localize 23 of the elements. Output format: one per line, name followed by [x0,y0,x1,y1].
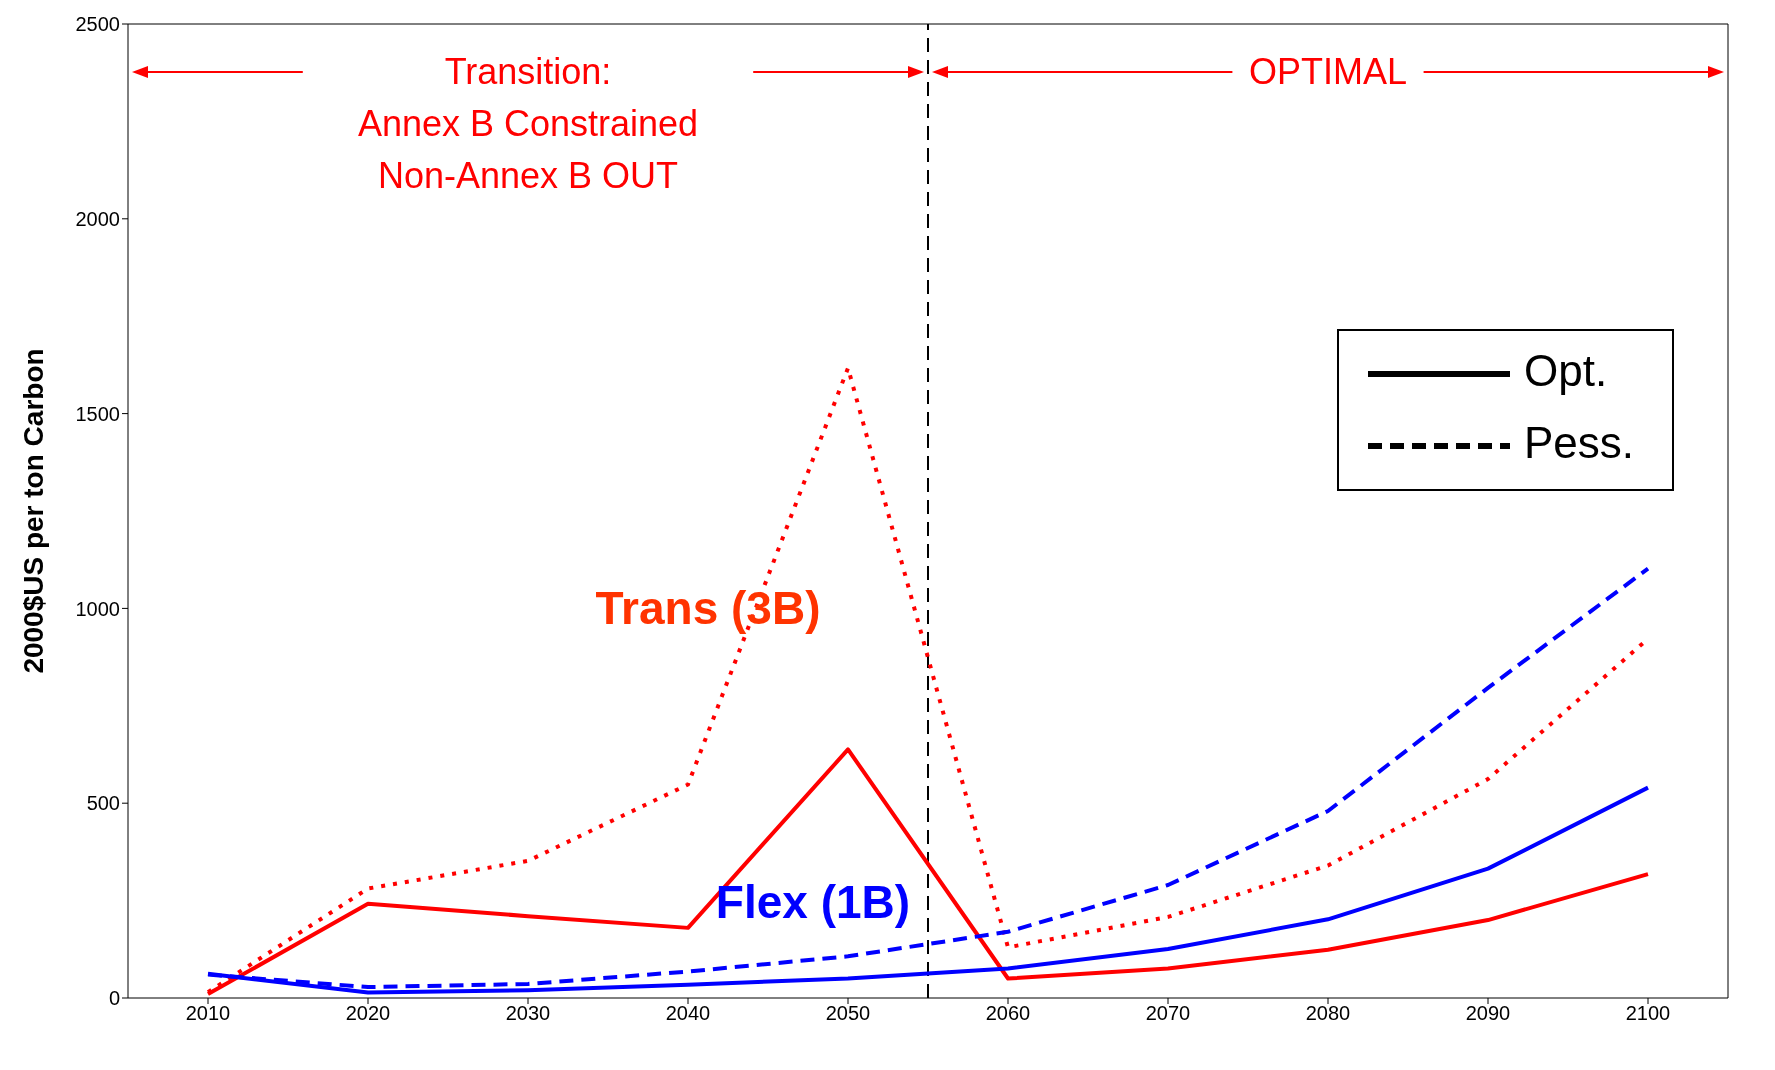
x-tick-label: 2080 [1305,1002,1351,1025]
x-tick-label: 2040 [665,1002,711,1025]
x-tick-label: 2070 [1145,1002,1191,1025]
annotation: Trans (3B) [595,582,821,635]
annotation: Flex (1B) [715,876,911,929]
annotation: OPTIMAL [1248,51,1408,92]
x-tick-label: 2100 [1625,1002,1671,1025]
x-tick-label: 2060 [985,1002,1031,1025]
annotation: Pess. [1524,417,1635,467]
annotation: Transition: Annex B Constrained Non-Annex B OUT [357,51,699,196]
annotation: Opt. [1524,345,1608,395]
x-tick-label: 2090 [1465,1002,1511,1025]
x-tick-label: 2050 [825,1002,871,1025]
y-tick-label: 1000 [75,597,120,620]
x-tick-label: 2010 [185,1002,231,1025]
y-tick-label: 2000 [75,207,120,230]
x-tick-label: 2020 [345,1002,391,1025]
y-tick-label: 1500 [75,402,120,425]
y-axis-title: 2000$US per ton Carbon [17,348,49,674]
y-tick-label: 0 [108,987,120,1010]
y-tick-label: 500 [86,792,120,815]
x-tick-label: 2030 [505,1002,551,1025]
y-tick-label: 2500 [75,13,120,36]
